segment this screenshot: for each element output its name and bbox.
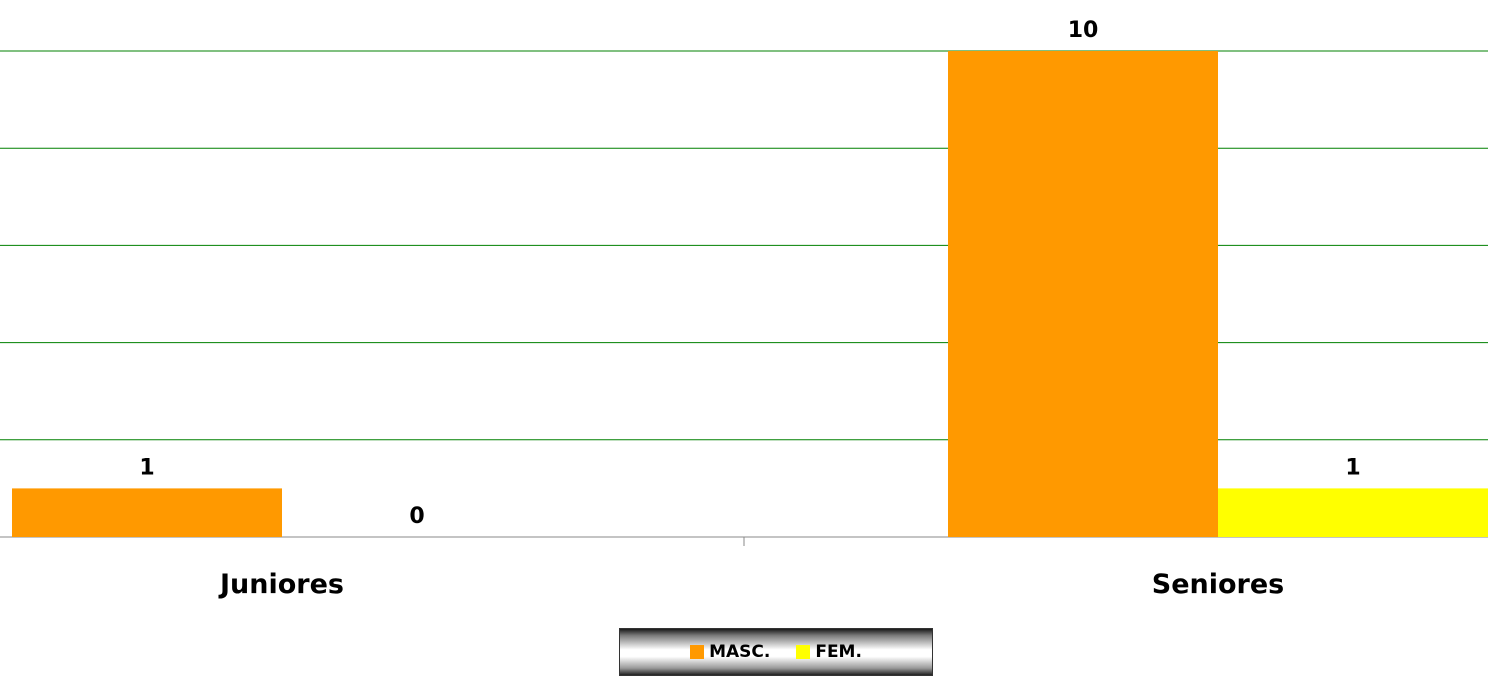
bars — [12, 51, 1488, 537]
bar-masc-seniores — [948, 51, 1218, 537]
category-labels: Juniores Seniores — [218, 569, 1284, 600]
legend: MASC. FEM. — [619, 628, 933, 676]
legend-label-fem: FEM. — [815, 642, 862, 662]
category-label-seniores: Seniores — [1152, 569, 1284, 600]
category-label-juniores: Juniores — [218, 569, 344, 600]
gridlines — [0, 50, 1488, 441]
legend-label-masc: MASC. — [709, 642, 771, 662]
data-label: 10 — [1068, 18, 1099, 43]
x-axis — [0, 536, 1488, 546]
bar-fem-seniores — [1218, 488, 1488, 537]
data-label: 1 — [1345, 455, 1360, 480]
legend-item-masc: MASC. — [690, 642, 770, 662]
legend-swatch-fem — [796, 645, 811, 659]
data-label: 1 — [139, 455, 154, 480]
legend-swatch-masc — [690, 645, 705, 659]
legend-item-fem: FEM. — [796, 642, 862, 662]
bar-masc-juniores — [12, 488, 282, 537]
data-label: 0 — [409, 504, 424, 529]
